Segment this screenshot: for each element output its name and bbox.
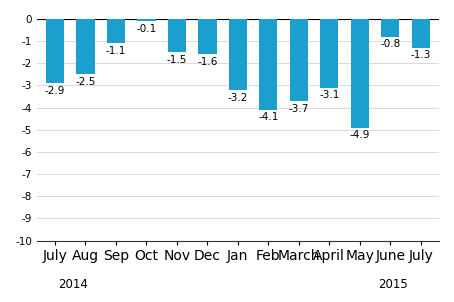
Bar <box>290 19 308 101</box>
Text: -1.3: -1.3 <box>410 50 431 60</box>
Text: -3.7: -3.7 <box>289 104 309 114</box>
Bar <box>229 19 247 90</box>
Text: -0.8: -0.8 <box>380 39 400 50</box>
Bar <box>320 19 338 88</box>
Text: 2014: 2014 <box>58 278 88 291</box>
Bar <box>46 19 64 83</box>
Bar <box>381 19 400 37</box>
Text: -0.1: -0.1 <box>136 24 157 34</box>
Bar <box>76 19 94 74</box>
Bar <box>137 19 156 21</box>
Text: 2015: 2015 <box>378 278 408 291</box>
Text: -1.1: -1.1 <box>106 46 126 56</box>
Bar <box>350 19 369 127</box>
Bar <box>259 19 277 110</box>
Bar <box>412 19 430 48</box>
Text: -3.2: -3.2 <box>227 92 248 103</box>
Bar <box>168 19 186 52</box>
Text: -3.1: -3.1 <box>319 90 340 100</box>
Bar <box>107 19 125 43</box>
Bar <box>198 19 217 54</box>
Text: -2.5: -2.5 <box>75 77 96 87</box>
Text: -1.5: -1.5 <box>167 55 187 65</box>
Text: -4.1: -4.1 <box>258 112 279 123</box>
Text: -1.6: -1.6 <box>197 57 217 67</box>
Text: -4.9: -4.9 <box>350 130 370 140</box>
Text: -2.9: -2.9 <box>45 86 65 96</box>
